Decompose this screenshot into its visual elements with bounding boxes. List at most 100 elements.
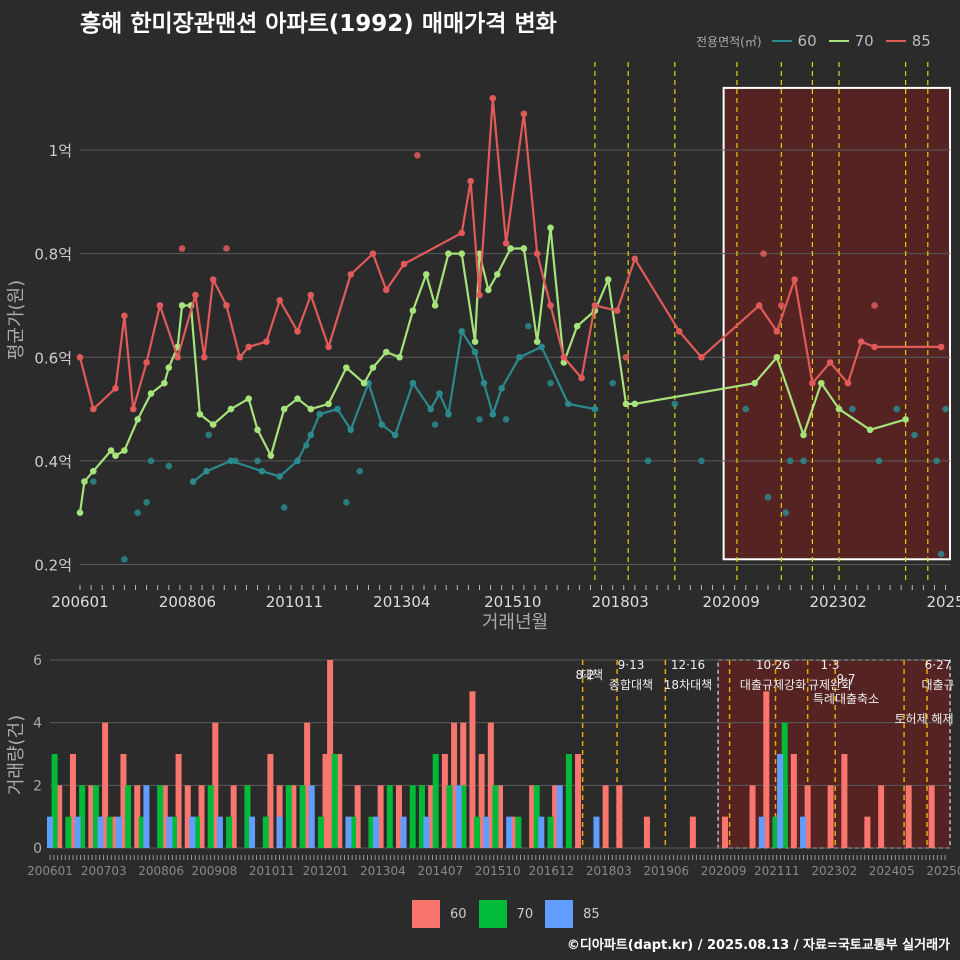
volume-bar-60 <box>290 785 297 848</box>
series-point-85 <box>192 291 199 299</box>
price-x-tick-label: 201803 <box>592 593 649 611</box>
volume-bar-70 <box>386 785 393 848</box>
scatter-point-60 <box>232 457 239 465</box>
price-y-tick-label: 1억 <box>49 142 72 160</box>
volume-bar-70 <box>460 785 467 848</box>
volume-bar-85 <box>308 785 315 848</box>
scatter-point-60 <box>644 457 652 465</box>
volume-bar-60 <box>602 785 609 848</box>
scatter-point-60 <box>121 555 128 563</box>
series-point-70 <box>254 426 261 434</box>
volume-bar-60 <box>304 722 311 848</box>
volume-bar-60 <box>395 785 402 848</box>
series-point-60 <box>294 457 301 465</box>
series-point-85 <box>631 255 639 263</box>
series-point-85 <box>156 302 164 309</box>
scatter-point-60 <box>254 457 261 465</box>
volume-bar-60 <box>722 816 728 848</box>
legend-item-70[interactable]: 70 <box>828 32 874 50</box>
series-point-70 <box>773 353 781 361</box>
volume-bar-60 <box>552 785 559 848</box>
series-point-70 <box>800 431 807 439</box>
series-point-70 <box>161 379 168 387</box>
volume-legend-item-85[interactable]: 85 <box>545 900 600 928</box>
legend-label-85: 85 <box>911 32 931 50</box>
volume-bar-60 <box>184 785 191 848</box>
series-point-70 <box>751 379 758 387</box>
series-point-70 <box>227 405 235 413</box>
legend-label-60: 60 <box>797 32 817 50</box>
series-point-60 <box>334 405 341 413</box>
series-point-70 <box>902 416 909 423</box>
series-point-85 <box>263 338 270 346</box>
series-point-85 <box>129 405 137 413</box>
series-point-85 <box>347 271 355 278</box>
series-point-85 <box>121 312 128 320</box>
series-point-60 <box>516 353 523 361</box>
volume-bar-60 <box>276 785 283 848</box>
series-point-85 <box>547 302 554 309</box>
series-point-70 <box>547 224 554 232</box>
scatter-point-60 <box>476 416 483 423</box>
volume-legend-item-60[interactable]: 60 <box>412 900 467 928</box>
series-point-70 <box>471 338 479 346</box>
series-point-70 <box>369 364 377 371</box>
scatter-point-60 <box>143 499 150 506</box>
scatter-point-60 <box>911 431 918 439</box>
volume-bar-85 <box>276 816 283 848</box>
series-point-85 <box>209 276 217 283</box>
scatter-point-60 <box>90 478 97 485</box>
legend-title: 전용면적(㎡) <box>696 34 762 49</box>
volume-bar-70 <box>331 754 338 848</box>
scatter-point-60 <box>933 457 940 465</box>
volume-bar-70 <box>533 785 540 848</box>
series-point-60 <box>480 379 488 387</box>
legend-line-60 <box>771 40 792 42</box>
legend-item-85[interactable]: 85 <box>885 32 931 50</box>
series-point-70 <box>280 405 288 413</box>
volume-bar-60 <box>878 785 885 848</box>
series-point-85 <box>143 359 150 366</box>
series-point-60 <box>498 385 505 392</box>
series-point-70 <box>196 410 204 418</box>
volume-swatch-85 <box>545 900 574 928</box>
price-y-tick-label: 0.8억 <box>34 246 72 264</box>
series-point-85 <box>245 343 252 351</box>
series-point-60 <box>391 431 399 439</box>
series-point-85 <box>844 379 852 387</box>
volume-y-tick-label: 2 <box>33 778 42 794</box>
volume-legend-item-70[interactable]: 70 <box>478 900 534 928</box>
series-point-70 <box>533 338 541 346</box>
volume-swatch-60 <box>412 900 440 928</box>
volume-x-tick-label: 201201 <box>303 864 349 878</box>
series-point-85 <box>276 296 284 304</box>
policy-annotation-label: 토허제 해제 <box>894 712 953 726</box>
volume-bar-60 <box>134 785 141 848</box>
scatter-point-60 <box>280 504 288 511</box>
policy-annotation-label: 대출규 <box>921 678 954 692</box>
policy-annotation-label: 대책 <box>581 667 603 682</box>
volume-bar-60 <box>804 785 811 848</box>
scatter-point-85 <box>871 302 878 309</box>
series-point-60 <box>189 478 197 485</box>
series-point-60 <box>427 405 434 413</box>
price-x-tick-label: 202302 <box>810 593 867 611</box>
series-point-85 <box>533 250 541 257</box>
volume-x-tick-label: 202009 <box>701 864 747 878</box>
series-point-60 <box>378 421 386 428</box>
volume-bar-60 <box>428 785 435 848</box>
policy-annotation-label: 특례대출축소 <box>813 692 879 706</box>
volume-legend-label-70: 70 <box>516 906 534 922</box>
series-point-70 <box>422 271 430 278</box>
volume-bar-70 <box>474 816 481 848</box>
scatter-point-60 <box>942 405 949 413</box>
volume-bar-60 <box>69 754 76 848</box>
legend-item-60[interactable]: 60 <box>771 32 817 50</box>
volume-bar-85 <box>143 785 150 848</box>
scatter-point-60 <box>343 499 350 506</box>
volume-bar-60 <box>322 754 329 848</box>
volume-bar-70 <box>79 785 86 848</box>
volume-legend: 60 70 85 <box>412 900 604 928</box>
volume-bar-60 <box>689 816 696 848</box>
series-point-85 <box>236 353 244 361</box>
